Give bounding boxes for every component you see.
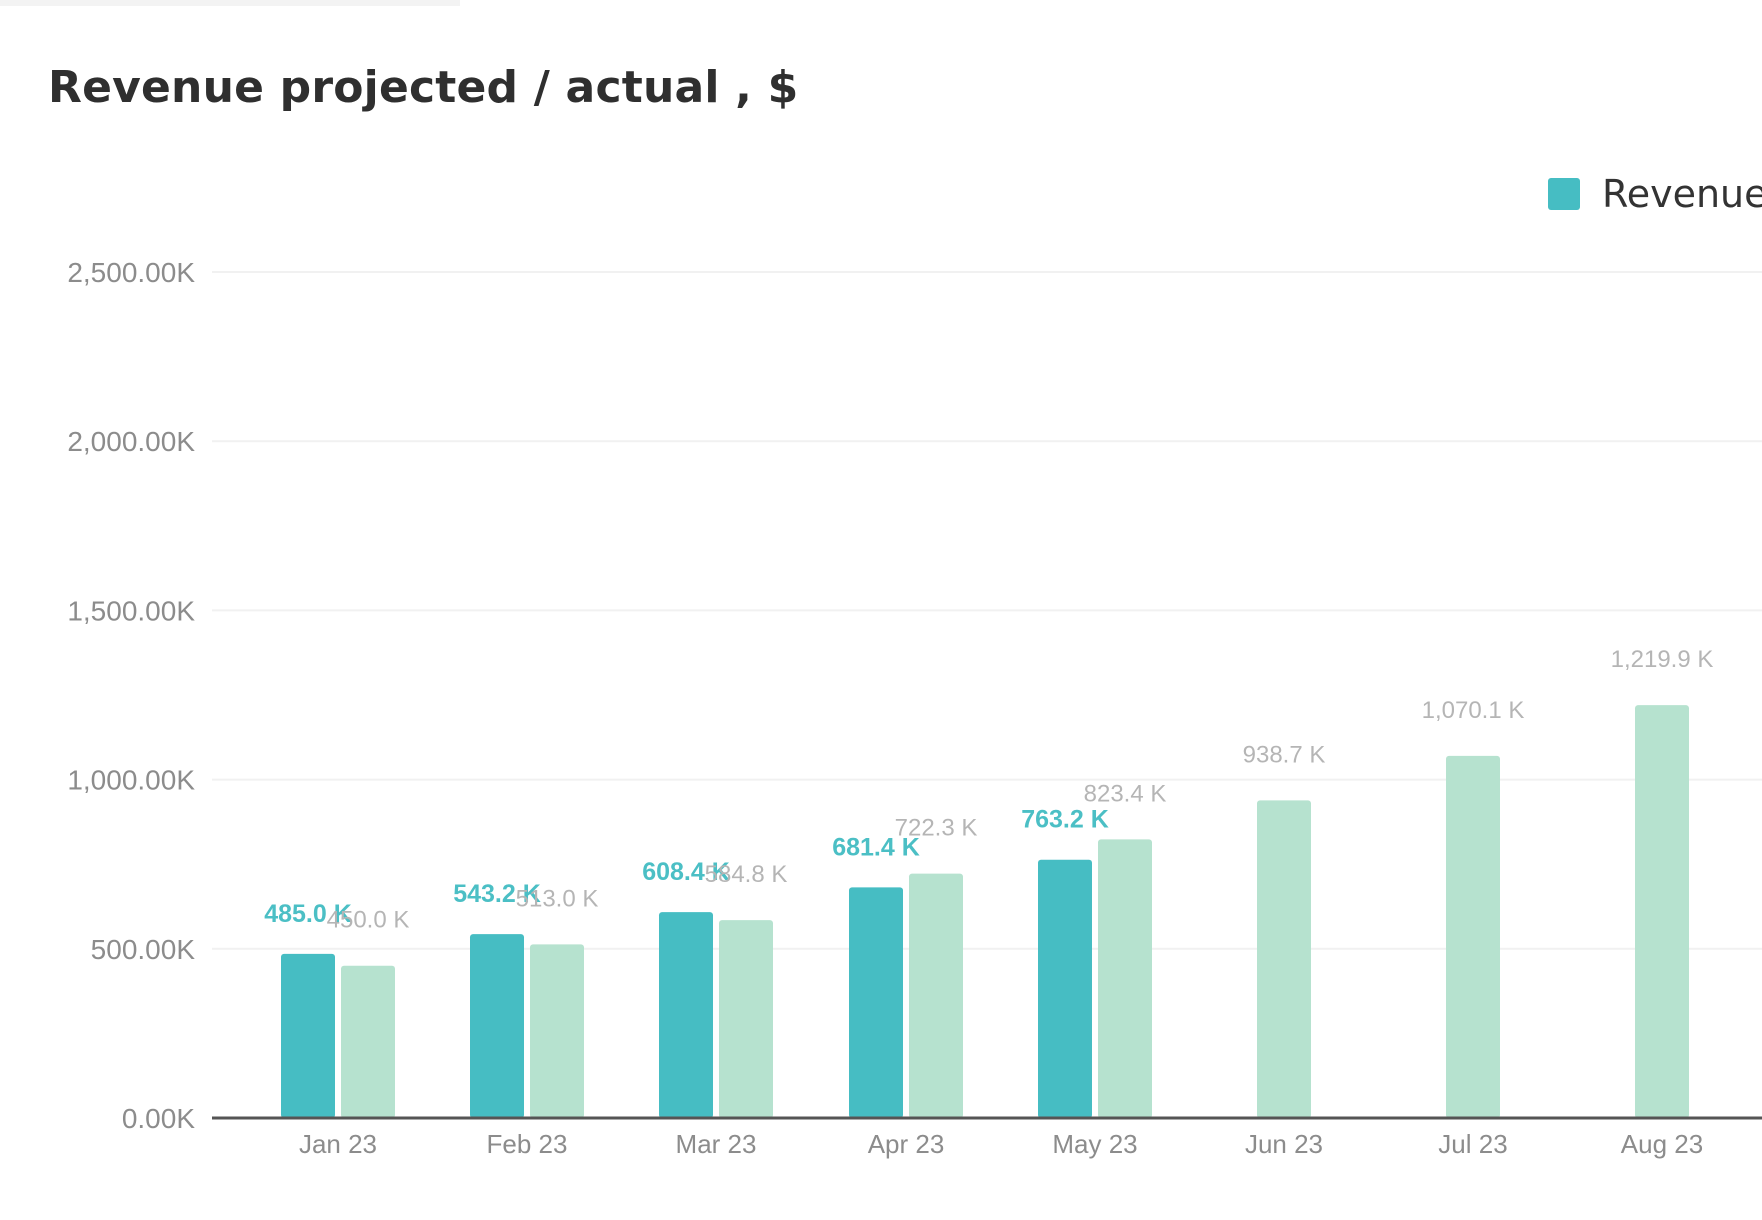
data-label-projected: 938.7 K [1243, 741, 1326, 768]
bar-actual[interactable] [849, 887, 903, 1118]
bars [281, 705, 1689, 1118]
y-tick-label: 1,000.00K [67, 765, 195, 796]
data-label-actual: 485.0 K [264, 900, 352, 928]
data-label-projected: 450.0 K [327, 907, 410, 934]
data-label-projected: 823.4 K [1084, 780, 1167, 807]
y-tick-label: 1,500.00K [67, 595, 195, 626]
legend-label-revenue: Revenue [1602, 172, 1762, 216]
data-label-actual: 543.2 K [453, 880, 541, 908]
data-label-projected: 513.0 K [516, 885, 599, 912]
data-label-actual: 681.4 K [832, 833, 920, 861]
axes: 0.00K 500.00K 1,000.00K 1,500.00K 2,000.00K 2… [67, 257, 1762, 1159]
bar-actual[interactable] [1038, 859, 1092, 1118]
bar-projected[interactable] [1257, 800, 1311, 1118]
bar-actual[interactable] [281, 953, 335, 1118]
y-tick-label: 0.00K [122, 1103, 195, 1134]
bar-projected[interactable] [1635, 705, 1689, 1118]
legend-swatch-revenue [1548, 178, 1580, 210]
bar-projected[interactable] [719, 920, 773, 1118]
x-tick-label: Jul 23 [1438, 1129, 1507, 1159]
x-tick-label: May 23 [1052, 1129, 1137, 1159]
x-tick-label: Feb 23 [487, 1129, 568, 1159]
bar-projected[interactable] [341, 965, 395, 1118]
x-tick-label: Mar 23 [676, 1129, 757, 1159]
data-label-projected: 1,070.1 K [1422, 697, 1525, 724]
data-label-actual: 608.4 K [642, 858, 730, 886]
bar-actual[interactable] [659, 912, 713, 1118]
chart-title: Revenue projected / actual , $ [48, 62, 799, 113]
bar-projected[interactable] [1446, 755, 1500, 1118]
bar-projected[interactable] [1098, 839, 1152, 1118]
bar-projected[interactable] [530, 944, 584, 1118]
data-label-projected: 722.3 K [895, 815, 978, 842]
y-tick-label: 2,000.00K [67, 426, 195, 457]
top-divider [0, 0, 460, 6]
data-label-projected: 1,219.9 K [1611, 646, 1714, 673]
bar-projected[interactable] [909, 873, 963, 1118]
x-tick-label: Aug 23 [1621, 1129, 1703, 1159]
x-tick-label: Jun 23 [1245, 1129, 1323, 1159]
x-tick-label: Apr 23 [868, 1129, 945, 1159]
legend[interactable]: Revenue [1548, 172, 1762, 216]
gridlines [212, 271, 1762, 950]
x-tick-label: Jan 23 [299, 1129, 377, 1159]
data-label-projected: 584.8 K [705, 861, 788, 888]
y-tick-label: 2,500.00K [67, 257, 195, 288]
y-tick-label: 500.00K [91, 934, 196, 965]
bar-actual[interactable] [470, 934, 524, 1118]
data-label-actual: 763.2 K [1021, 806, 1109, 834]
